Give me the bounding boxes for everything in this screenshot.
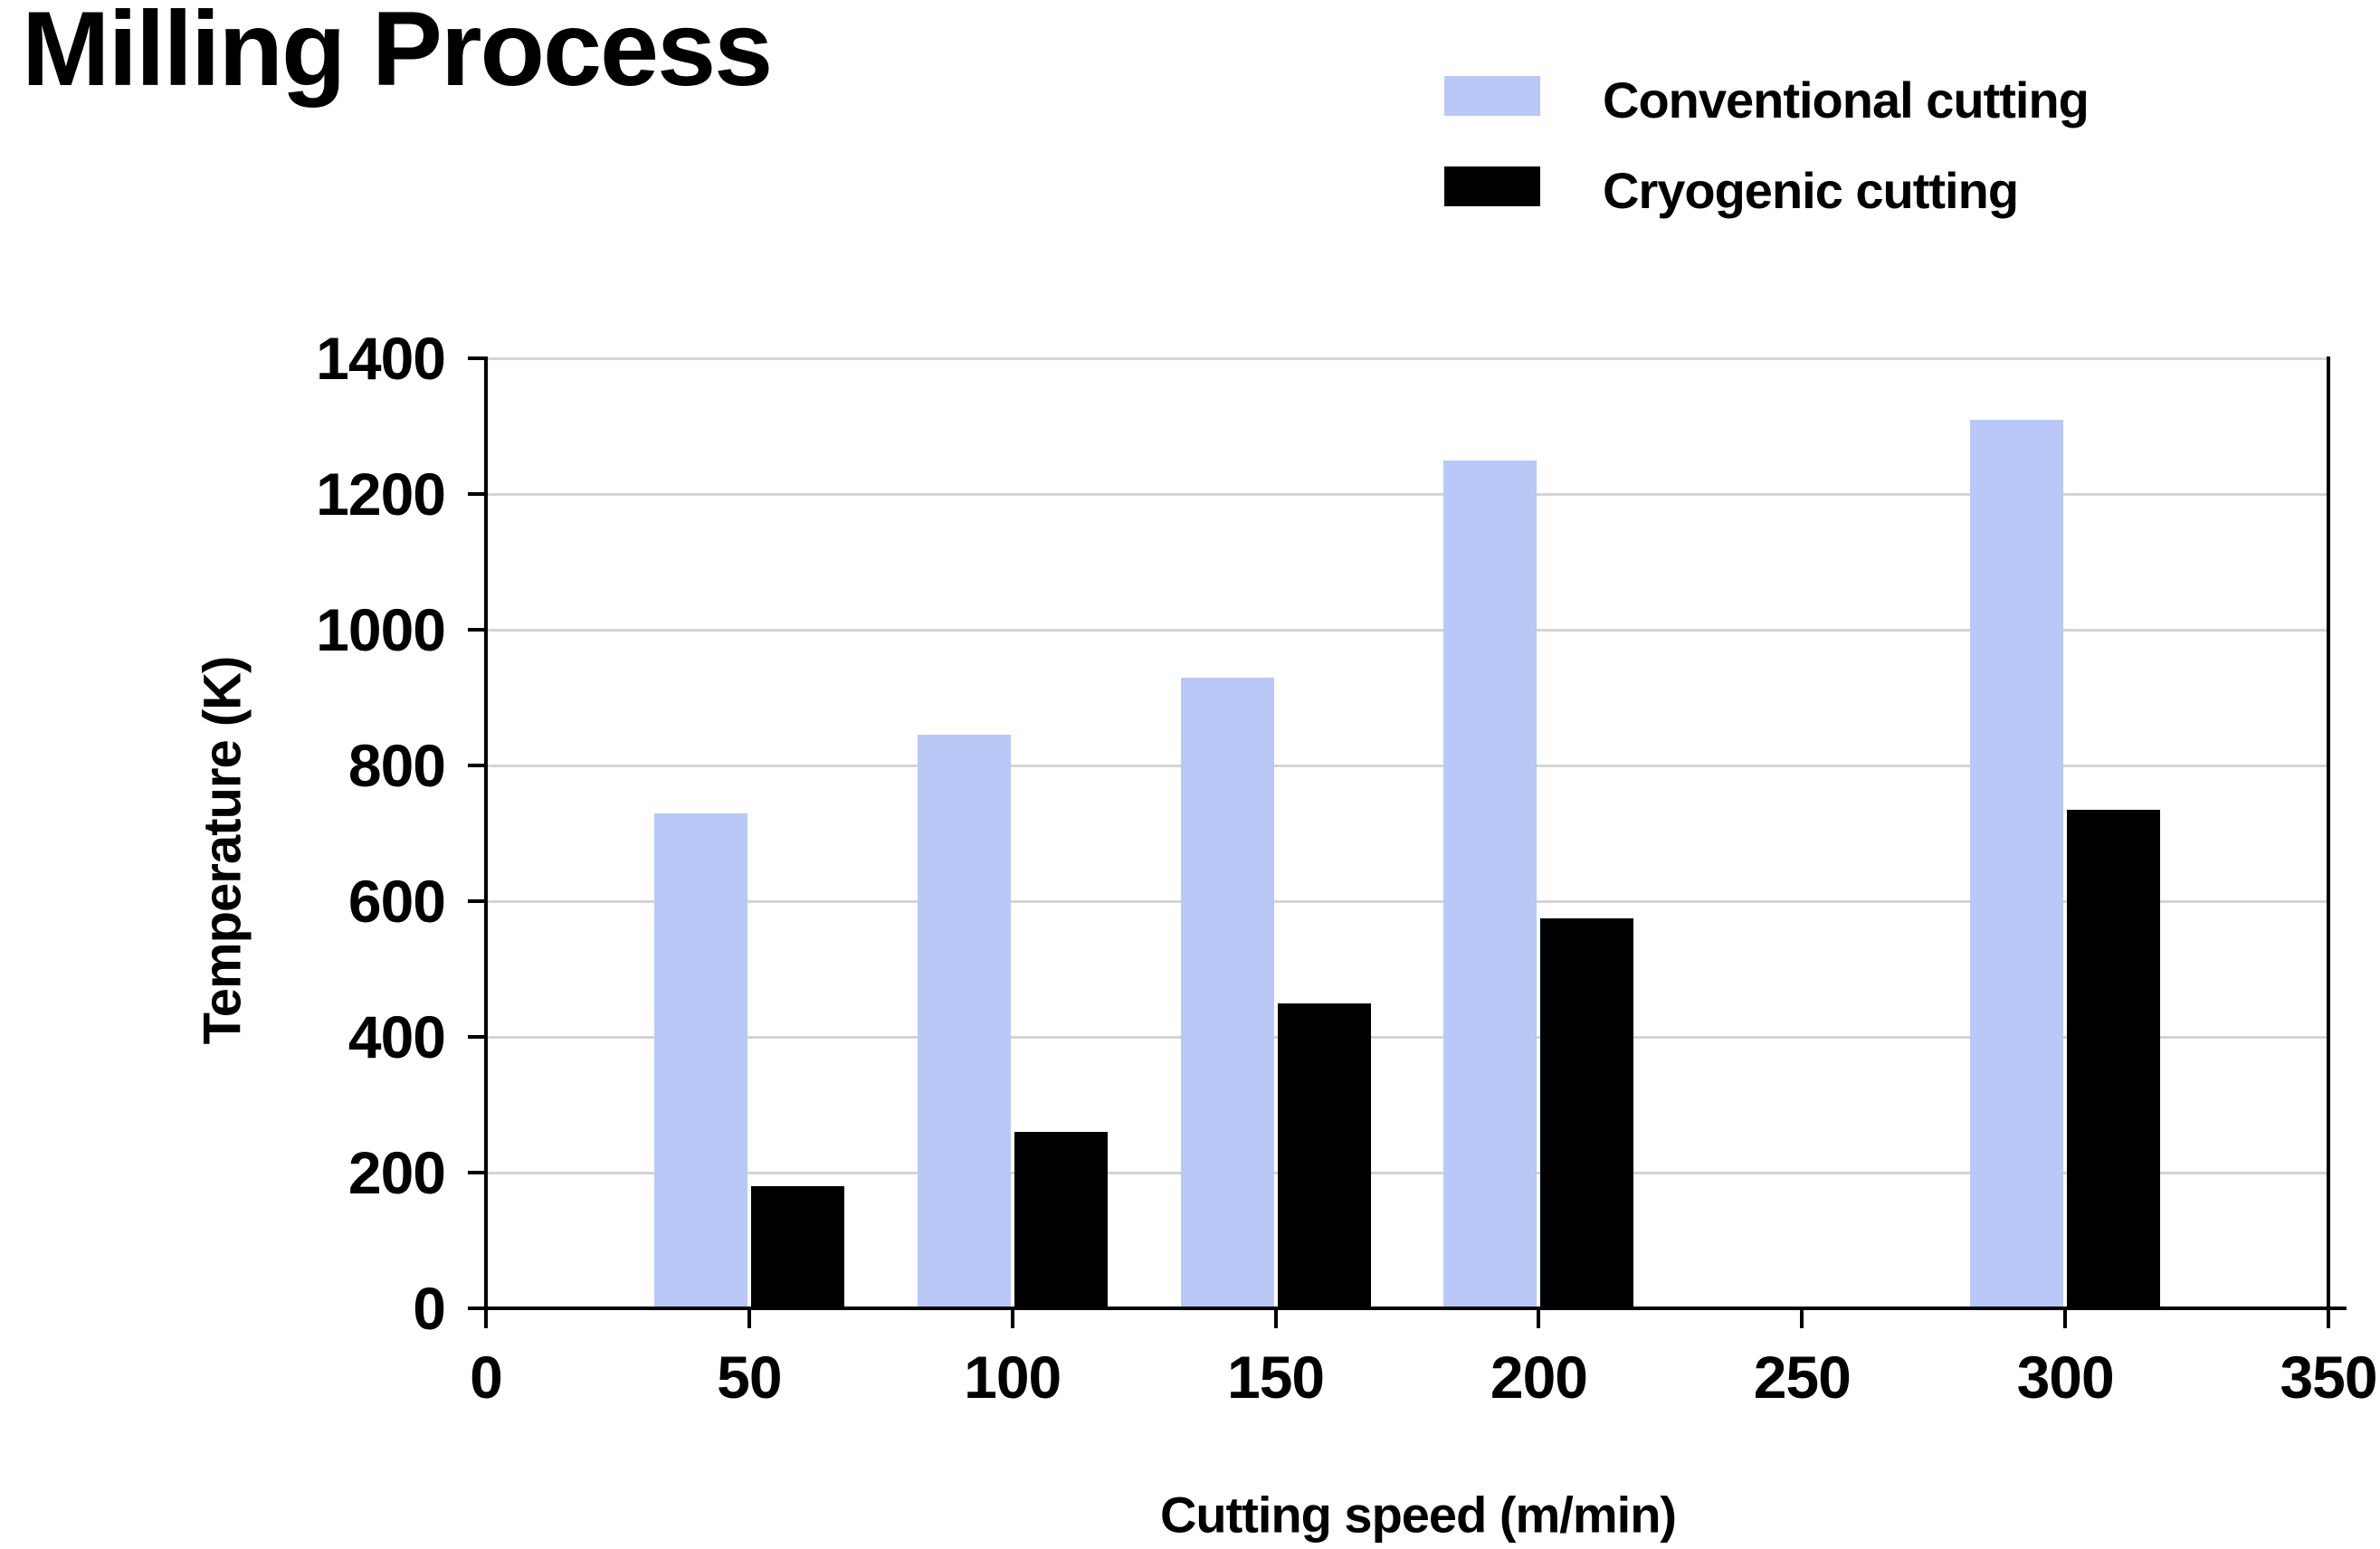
y-axis-title: Temperature (K)	[193, 656, 252, 1045]
y-tick	[468, 1035, 486, 1039]
x-tick	[747, 1308, 751, 1328]
x-tick-label: 250	[1753, 1344, 1852, 1411]
y-tick	[468, 628, 486, 632]
y-tick	[468, 1307, 486, 1310]
x-tick	[1537, 1308, 1541, 1328]
x-tick	[1273, 1308, 1278, 1328]
bar-cryogenic-200	[1540, 917, 1634, 1308]
x-axis-line	[468, 1307, 2347, 1310]
y-tick-label: 1400	[316, 325, 446, 392]
gridline	[486, 492, 2328, 496]
legend-label-conventional: Conventional cutting	[1603, 71, 2090, 128]
y-tick-label: 1200	[316, 461, 446, 527]
gridline	[486, 1171, 2328, 1174]
gridline	[486, 764, 2328, 767]
bar-cryogenic-150	[1277, 1003, 1371, 1308]
gridline	[486, 356, 2328, 360]
bar-conventional-300	[1970, 419, 2064, 1308]
x-tick	[1010, 1308, 1014, 1328]
legend-swatch-conventional	[1444, 76, 1540, 116]
x-tick-label: 350	[2280, 1344, 2377, 1411]
legend-item-conventional: Conventional cutting	[1444, 71, 2090, 128]
x-tick	[2063, 1308, 2068, 1328]
bar-cryogenic-50	[750, 1186, 844, 1308]
legend-item-cryogenic: Cryogenic cutting	[1444, 162, 2089, 219]
x-tick-label: 0	[470, 1344, 503, 1411]
x-tick	[484, 1308, 488, 1328]
right-axis-line	[2327, 356, 2330, 1310]
legend-swatch-cryogenic	[1444, 166, 1540, 206]
y-axis-line	[484, 356, 488, 1310]
legend: Conventional cutting Cryogenic cutting	[1444, 71, 2090, 257]
y-tick	[468, 764, 486, 767]
y-tick-label: 0	[413, 1275, 446, 1342]
y-tick-label: 1000	[316, 596, 446, 663]
y-tick-label: 600	[347, 868, 446, 935]
y-tick	[468, 1171, 486, 1174]
x-tick-label: 50	[717, 1344, 782, 1411]
gridline	[486, 628, 2328, 632]
x-tick-label: 100	[964, 1344, 1061, 1411]
y-tick-label: 200	[347, 1139, 446, 1206]
gridline	[486, 1035, 2328, 1039]
bar-conventional-100	[917, 735, 1011, 1308]
legend-label-cryogenic: Cryogenic cutting	[1603, 161, 2019, 219]
x-tick	[1800, 1308, 1804, 1328]
x-axis-title: Cutting speed (m/min)	[1159, 1486, 1677, 1544]
bar-conventional-200	[1443, 460, 1537, 1308]
y-tick-label: 400	[347, 1003, 446, 1070]
x-tick	[2327, 1308, 2330, 1328]
bar-cryogenic-300	[2067, 809, 2161, 1308]
y-tick	[468, 899, 486, 903]
x-tick-label: 300	[2016, 1344, 2115, 1411]
chart-title: Milling Process	[22, 0, 773, 108]
y-tick-label: 800	[347, 732, 446, 799]
gridline	[486, 899, 2328, 903]
bar-conventional-50	[653, 813, 747, 1308]
bar-conventional-150	[1180, 677, 1274, 1308]
x-tick-label: 200	[1490, 1344, 1588, 1411]
x-tick-label: 150	[1227, 1344, 1325, 1411]
y-tick	[468, 356, 486, 360]
bar-cryogenic-100	[1014, 1132, 1108, 1308]
y-tick	[468, 492, 486, 496]
